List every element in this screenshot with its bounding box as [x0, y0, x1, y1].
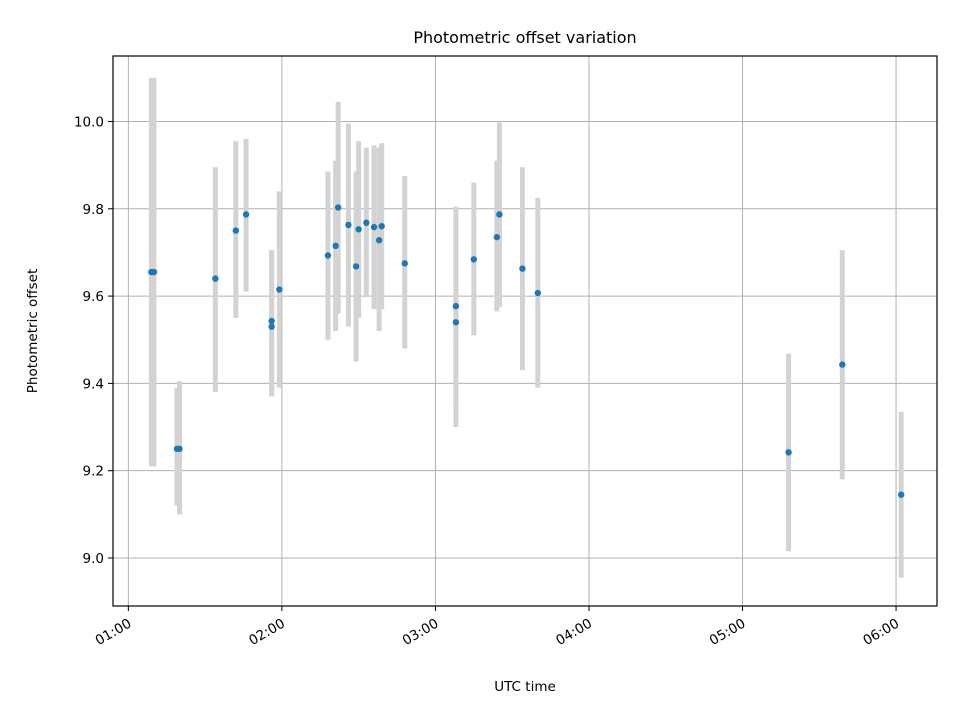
data-point: [268, 317, 275, 325]
x-axis-label: UTC time: [494, 679, 556, 695]
data-point: [534, 289, 541, 297]
data-point: [370, 223, 378, 231]
data-point: [332, 242, 339, 250]
y-tick-label: 9.0: [83, 551, 104, 567]
data-point: [345, 221, 352, 229]
chart-title: Photometric offset variation: [413, 28, 636, 47]
data-point: [352, 263, 360, 270]
data-point: [378, 223, 385, 230]
data-point: [268, 323, 275, 330]
y-tick-label: 9.6: [83, 289, 104, 305]
data-point: [334, 204, 342, 211]
data-point: [232, 227, 240, 234]
data-point: [324, 252, 332, 259]
data-point: [519, 265, 526, 272]
data-point: [897, 491, 905, 498]
y-axis-ticks: 9.0 9.2 9.4 9.6 9.8 10.0: [74, 114, 113, 567]
data-point: [212, 275, 219, 282]
data-point: [785, 449, 792, 456]
y-tick-label: 9.4: [83, 376, 104, 392]
data-point: [276, 286, 283, 293]
data-point: [242, 211, 250, 218]
y-tick-label: 9.8: [83, 202, 104, 218]
data-point: [363, 219, 370, 226]
y-tick-label: 9.2: [83, 464, 104, 480]
data-point: [452, 302, 460, 310]
data-point: [176, 445, 183, 453]
y-tick-label: 10.0: [74, 114, 104, 130]
data-point: [470, 256, 478, 263]
data-point: [150, 268, 158, 276]
y-axis-label: Photometric offset: [25, 269, 41, 393]
data-point: [375, 237, 383, 244]
data-point: [496, 211, 503, 218]
data-points: [148, 204, 905, 498]
data-point: [355, 226, 362, 233]
data-point: [401, 260, 408, 267]
grid: [113, 56, 937, 606]
data-point: [452, 319, 460, 326]
data-point: [493, 233, 501, 241]
data-point: [839, 361, 846, 368]
plot-frame: [112, 55, 938, 607]
